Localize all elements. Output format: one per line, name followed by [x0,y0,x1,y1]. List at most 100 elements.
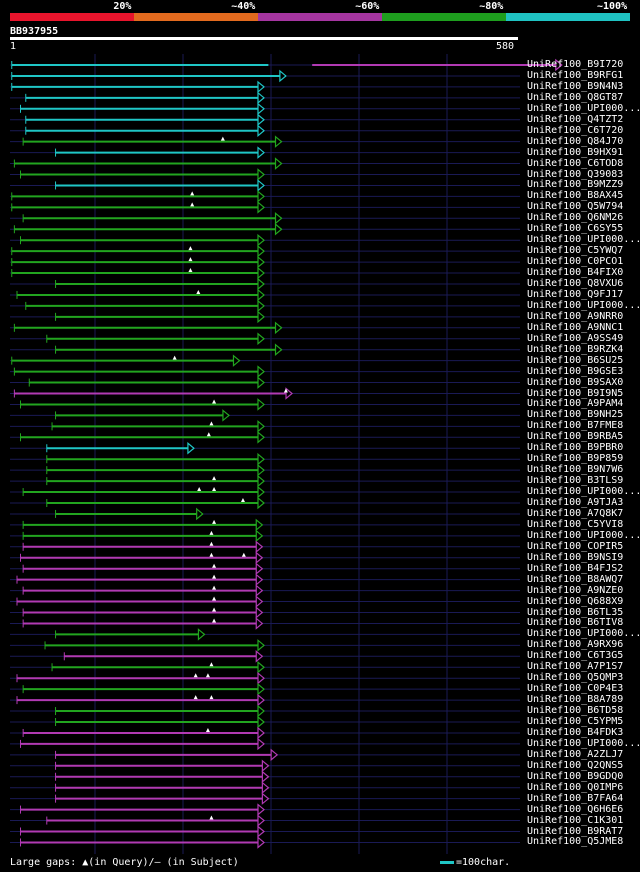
hit-name[interactable]: UniRef100_UPI000... [527,299,640,311]
hit-end-arrow [255,562,264,575]
hit-name[interactable]: UniRef100_B9SAX0 [527,376,624,388]
hit-name[interactable]: UniRef100_Q39083 [527,168,624,180]
hit-name[interactable]: UniRef100_B9HX91 [527,146,624,158]
hit-name[interactable]: UniRef100_Q84J70 [527,135,624,147]
hit-name[interactable]: UniRef100_B9P859 [527,453,624,465]
hit-end-arrow [257,80,265,94]
hit-end-arrow [255,551,264,565]
hit-name[interactable]: UniRef100_Q688X9 [527,595,624,607]
hit-name[interactable]: UniRef100_Q5W794 [527,201,624,213]
hit-name[interactable]: UniRef100_UPI000... [527,628,640,640]
hit-name[interactable]: UniRef100_B7FA64 [527,792,624,804]
hit-name[interactable]: UniRef100_A9NZE0 [527,584,624,596]
hit-name[interactable]: UniRef100_Q6H6E6 [527,803,624,815]
hit-end-arrow [257,201,265,214]
hit-name[interactable]: UniRef100_Q8VXU6 [527,278,624,289]
hit-name[interactable]: UniRef100_Q0IMP6 [527,781,624,793]
query-gap-marker [209,552,214,557]
hit-name[interactable]: UniRef100_B6TL35 [527,606,624,618]
hit-end-arrow [257,803,265,816]
hit-name[interactable]: UniRef100_B9I9N5 [527,387,624,399]
hit-name[interactable]: UniRef100_A7Q8K7 [527,507,624,519]
hit-name[interactable]: UniRef100_B9PBR0 [527,442,624,454]
hit-name[interactable]: UniRef100_B9NH25 [527,409,624,421]
hit-name[interactable]: UniRef100_B4FIX0 [527,267,624,279]
hit-name[interactable]: UniRef100_B9RZK4 [527,343,624,355]
hit-name[interactable]: UniRef100_COPIR5 [527,540,624,552]
hit-name[interactable]: UniRef100_C0PCO1 [527,256,624,268]
query-gap-marker [212,574,217,579]
hit-name[interactable]: UniRef100_UPI000... [527,234,640,246]
hit-name[interactable]: UniRef100_B9N4N3 [527,80,624,92]
hit-name[interactable]: UniRef100_B8AWQ7 [527,573,624,585]
hit-name[interactable]: UniRef100_A9NNC1 [527,321,624,333]
hit-name[interactable]: UniRef100_A2ZLJ7 [527,748,624,760]
query-gap-marker [209,541,214,546]
hit-name[interactable]: UniRef100_C5YVI8 [527,518,624,530]
hit-name[interactable]: UniRef100_UPI000... [527,486,640,498]
hit-name[interactable]: UniRef100_C6T3G5 [527,650,624,662]
query-gap-marker [193,695,198,700]
hit-name[interactable]: UniRef100_B9RBA5 [527,431,624,443]
hit-end-arrow [270,748,279,762]
hit-name[interactable]: UniRef100_Q4TZT2 [527,113,624,125]
hit-name[interactable]: UniRef100_Q9FJ17 [527,288,624,300]
hit-name[interactable]: UniRef100_B9NSI9 [527,551,624,563]
hit-name[interactable]: UniRef100_B9MZZ9 [527,179,624,191]
hit-name[interactable]: UniRef100_UPI000... [527,737,640,749]
hit-name[interactable]: UniRef100_UPI000... [527,102,640,114]
hit-name[interactable]: UniRef100_C1K301 [527,814,624,826]
hit-name[interactable]: UniRef100_B8A789 [527,694,624,706]
hit-name[interactable]: UniRef100_UPI000... [527,529,640,541]
hit-name[interactable]: UniRef100_A9NRR0 [527,310,624,322]
hit-name[interactable]: UniRef100_B7FME8 [527,420,624,432]
hit-end-arrow [257,452,265,466]
hit-end-arrow [257,715,265,729]
hit-name[interactable]: UniRef100_C5YWQ7 [527,245,624,257]
hit-end-arrow [232,354,241,367]
hit-name[interactable]: UniRef100_A9SS49 [527,332,624,344]
hit-name[interactable]: UniRef100_B9N7W6 [527,464,624,476]
hit-name[interactable]: UniRef100_A7P1S7 [527,661,624,673]
hit-name[interactable]: UniRef100_Q5JME8 [527,836,624,848]
hit-name[interactable]: UniRef100_Q8GT87 [527,91,624,103]
hit-end-arrow [196,507,204,521]
query-gap-marker [196,289,201,294]
hit-name[interactable]: UniRef100_B3TLS9 [527,475,624,487]
hit-name[interactable]: UniRef100_C0P4E3 [527,683,624,695]
hit-name[interactable]: UniRef100_B4FDK3 [527,726,624,738]
hit-name[interactable]: UniRef100_B6SU25 [527,354,624,366]
hit-end-arrow [257,660,265,674]
hit-name[interactable]: UniRef100_Q6NM26 [527,212,624,224]
query-gap-marker [193,673,198,678]
hit-name[interactable]: UniRef100_B9GDQ0 [527,770,624,782]
hit-end-arrow [255,606,264,619]
query-gap-marker [172,355,177,360]
hit-name[interactable]: UniRef100_A9RX96 [527,639,624,651]
hit-name[interactable]: UniRef100_A9TJA3 [527,497,624,508]
hit-end-arrow [257,146,265,159]
hit-end-arrow [257,496,265,510]
hit-name[interactable]: UniRef100_B9RFG1 [527,69,624,81]
query-gap-marker [209,662,214,667]
hit-name[interactable]: UniRef100_Q2QNS5 [527,759,624,771]
hit-name[interactable]: UniRef100_B9RAT7 [527,825,624,837]
hit-name[interactable]: UniRef100_B9GSE3 [527,365,624,377]
hit-name[interactable]: UniRef100_A9PAM4 [527,398,624,410]
hit-end-arrow [261,781,270,794]
identity-legend: 20% ~40% ~60% ~80% ~100% [0,0,640,22]
hit-name[interactable]: UniRef100_C5YPM5 [527,716,624,727]
hit-name[interactable]: UniRef100_C6SY55 [527,223,624,235]
gap-legend: Large gaps: ▲(in Query)/– (in Subject) [10,857,239,868]
subject-gap-label: – (in Subject) [154,857,239,868]
hit-name[interactable]: UniRef100_B8AX45 [527,190,624,202]
hit-name[interactable]: UniRef100_Q5QMP3 [527,672,624,684]
hit-name[interactable]: UniRef100_B9I720 [527,59,624,70]
legend-label: ~40% [231,1,256,12]
hit-name[interactable]: UniRef100_B6TIV8 [527,617,624,629]
hit-name[interactable]: UniRef100_C6TOD8 [527,157,624,169]
hit-name[interactable]: UniRef100_B4FJS2 [527,562,624,574]
hit-name[interactable]: UniRef100_B6TD58 [527,705,624,717]
hit-name[interactable]: UniRef100_C6T720 [527,124,624,136]
query-gap-marker [212,476,217,481]
